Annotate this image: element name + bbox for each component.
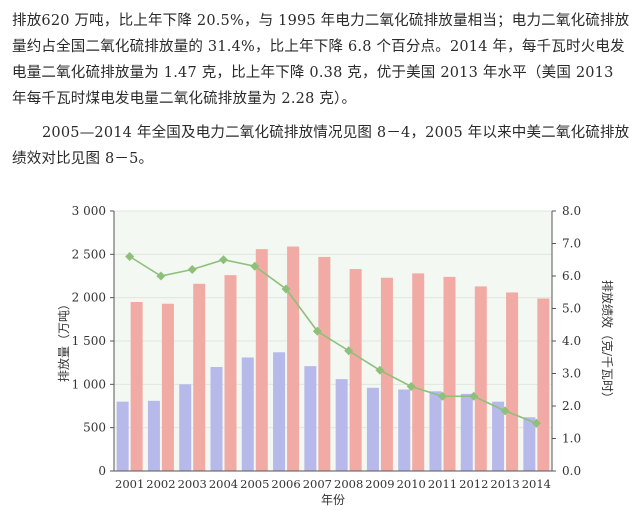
- line-series: [129, 255, 537, 424]
- paragraph-2: 2005—2014 年全国及电力二氧化硫排放情况见图 8－4，2005 年以来中…: [12, 125, 630, 167]
- bar-series-2: [255, 249, 268, 471]
- line-point: [375, 365, 385, 375]
- y2-tick-label: 7.0: [562, 237, 581, 251]
- bar-series-2: [193, 283, 206, 471]
- line-point: [344, 346, 354, 356]
- line-point: [500, 406, 510, 416]
- y2-tick-label: 6.0: [562, 269, 581, 283]
- bar-series-1: [147, 400, 160, 471]
- bar-series-1: [179, 384, 192, 471]
- bar-series-2: [287, 246, 300, 471]
- bar-series-2: [537, 298, 550, 471]
- x-tick-label: 2010: [397, 477, 426, 491]
- y-tick-label: 500: [83, 421, 106, 435]
- y2-tick-label: 4.0: [562, 334, 581, 348]
- y2-tick-label: 5.0: [562, 302, 581, 316]
- line-point: [312, 326, 322, 336]
- line-point: [187, 265, 197, 274]
- line-point: [156, 271, 166, 281]
- x-tick-label: 2004: [209, 477, 238, 491]
- y2-tick-label: 3.0: [562, 367, 581, 381]
- y-tick-label: 2 500: [72, 247, 106, 261]
- bar-series-1: [304, 366, 317, 471]
- y2-tick-label: 0.0: [562, 464, 581, 478]
- line-point: [125, 252, 135, 261]
- x-tick-label: 2003: [178, 477, 207, 491]
- y-tick-label: 1 500: [72, 334, 106, 348]
- x-tick-label: 2014: [522, 477, 551, 491]
- y-axis-label: 排放量（万吨）: [56, 298, 71, 382]
- bar-series-2: [130, 302, 143, 471]
- bar-series-2: [412, 273, 425, 471]
- line-point: [281, 284, 291, 294]
- bar-series-2: [224, 275, 237, 471]
- paragraph-1: 排放620 万吨，比上年下降 20.5%，与 1995 年电力二氧化硫排放量相当…: [12, 13, 630, 107]
- x-tick-label: 2006: [271, 477, 300, 491]
- bar-series-1: [460, 393, 473, 471]
- x-tick-label: 2013: [490, 477, 519, 491]
- x-tick-label: 2008: [334, 477, 363, 491]
- line-point: [531, 418, 541, 428]
- bar-series-1: [523, 417, 536, 471]
- bar-series-1: [273, 352, 286, 471]
- bar-series-1: [210, 367, 223, 471]
- y-tick-label: 0: [98, 464, 106, 478]
- x-tick-label: 2002: [146, 477, 175, 491]
- y-tick-label: 1 000: [72, 377, 106, 391]
- bar-series-1: [492, 401, 505, 471]
- bar-series-1: [335, 379, 348, 471]
- bar-series-2: [318, 256, 331, 471]
- y-tick-label: 2 000: [72, 291, 106, 305]
- body-text: 排放620 万吨，比上年下降 20.5%，与 1995 年电力二氧化硫排放量相当…: [12, 8, 632, 172]
- bar-series-1: [429, 391, 442, 471]
- x-tick-label: 2007: [303, 477, 332, 491]
- y2-tick-label: 2.0: [562, 399, 581, 413]
- y2-axis-label: 排放绩效（克/千瓦时）: [600, 280, 615, 404]
- bar-series-1: [241, 357, 254, 471]
- bar-series-2: [349, 269, 362, 471]
- bar-series-2: [443, 276, 456, 471]
- x-axis-label: 年份: [321, 493, 345, 507]
- bar-series-2: [161, 303, 174, 471]
- x-tick-label: 2012: [459, 477, 488, 491]
- y2-tick-label: 1.0: [562, 432, 581, 446]
- bar-series-2: [474, 286, 487, 471]
- line-point: [438, 391, 447, 401]
- bar-series-1: [366, 387, 379, 471]
- y-tick-label: 3 000: [72, 204, 106, 218]
- line-point: [250, 261, 260, 271]
- bar-series-1: [116, 401, 129, 471]
- y2-tick-label: 8.0: [562, 204, 581, 218]
- x-tick-label: 2009: [365, 477, 394, 491]
- bar-series-1: [398, 389, 411, 471]
- bar-series-2: [506, 292, 519, 471]
- x-tick-label: 2001: [115, 477, 144, 491]
- x-tick-label: 2005: [240, 477, 269, 491]
- x-tick-label: 2011: [428, 477, 457, 491]
- line-point: [219, 255, 228, 265]
- line-point: [406, 382, 416, 391]
- line-point: [469, 391, 479, 401]
